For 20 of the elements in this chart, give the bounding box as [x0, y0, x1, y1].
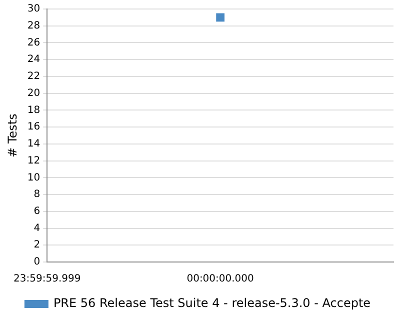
y-tick-label: 20 [27, 88, 40, 99]
legend-label: PRE 56 Release Test Suite 4 - release-5.3.0 - Accepte [53, 296, 371, 310]
y-tick-label: 18 [27, 104, 40, 116]
x-tick-label: 23:59:59.999 [14, 274, 81, 285]
y-tick-label: 26 [27, 37, 40, 48]
y-tick-label: 24 [27, 54, 40, 66]
y-tick-label: 2 [34, 240, 40, 251]
y-tick-label: 12 [27, 155, 40, 166]
y-tick-label: 4 [34, 222, 40, 234]
y-tick-label: 8 [34, 189, 40, 200]
y-tick-label: 6 [34, 206, 40, 217]
x-tick-label: 00:00:00.000 [186, 274, 254, 285]
y-tick-label: 30 [27, 4, 40, 15]
y-tick-label: 28 [27, 20, 40, 32]
y-tick-label: 22 [27, 71, 40, 82]
y-tick-label: 14 [27, 138, 40, 150]
y-tick-label: 16 [27, 122, 40, 133]
y-axis-title: # Tests [5, 114, 20, 158]
y-tick-label: 0 [34, 256, 40, 268]
y-tick-label: 10 [27, 172, 40, 184]
